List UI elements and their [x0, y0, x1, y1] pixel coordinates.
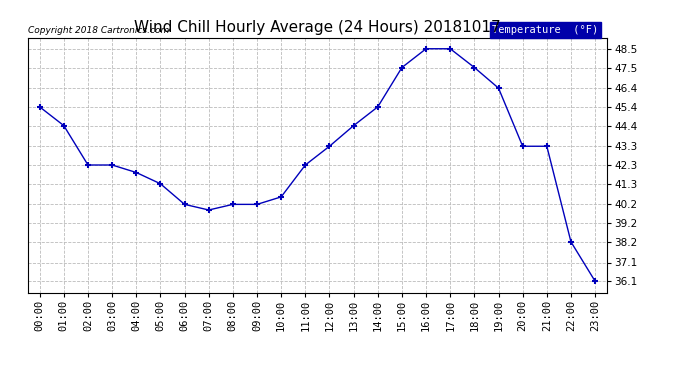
Text: Temperature  (°F): Temperature (°F)	[492, 25, 598, 35]
Title: Wind Chill Hourly Average (24 Hours) 20181017: Wind Chill Hourly Average (24 Hours) 201…	[134, 20, 501, 35]
Text: Copyright 2018 Cartronics.com: Copyright 2018 Cartronics.com	[28, 26, 169, 35]
